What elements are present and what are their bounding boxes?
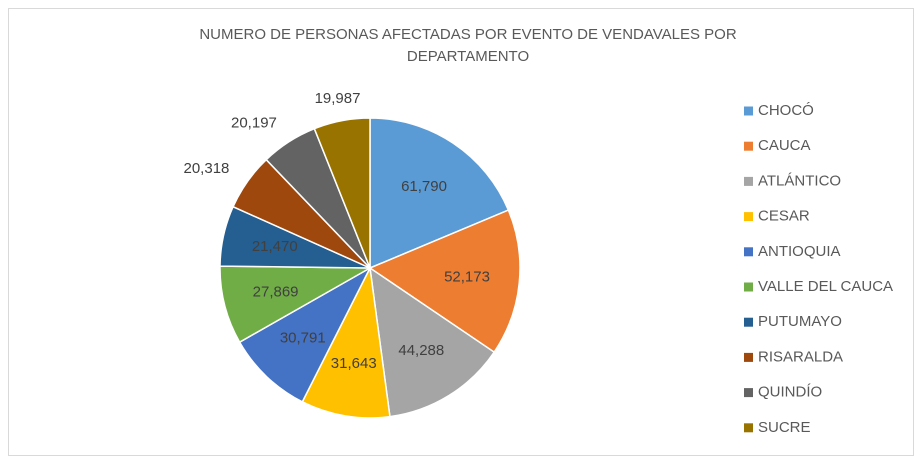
legend-swatch xyxy=(744,352,753,362)
legend-label: ANTIOQUIA xyxy=(758,243,841,260)
legend-swatch xyxy=(744,141,753,151)
legend-label: CHOCÓ xyxy=(758,102,814,119)
data-label: 27,869 xyxy=(253,283,299,300)
chart-frame xyxy=(8,8,914,456)
legend-swatch xyxy=(744,176,753,186)
legend-label: CAUCA xyxy=(758,137,811,154)
pie-slice xyxy=(238,266,372,403)
legend-swatch xyxy=(744,423,753,433)
pie-slice xyxy=(301,265,391,419)
data-label: 20,318 xyxy=(184,160,230,177)
legend-swatch xyxy=(744,388,753,398)
legend-label: SUCRE xyxy=(758,419,811,436)
legend-label: QUINDÍO xyxy=(758,384,822,401)
legend-swatch xyxy=(744,106,753,116)
data-label: 20,197 xyxy=(231,114,277,131)
legend-label: ATLÁNTICO xyxy=(758,172,841,189)
legend-swatch xyxy=(744,247,753,257)
legend-label: PUTUMAYO xyxy=(758,313,842,330)
legend-label: VALLE DEL CAUCA xyxy=(758,278,893,295)
legend-swatch xyxy=(744,212,753,222)
pie-slice xyxy=(368,209,521,354)
legend-swatch xyxy=(744,317,753,327)
data-label: 19,987 xyxy=(315,90,361,107)
chart-title: NUMERO DE PERSONAS AFECTADAS POR EVENTO … xyxy=(199,26,737,65)
pie-slice xyxy=(313,117,371,269)
data-label: 31,643 xyxy=(331,355,377,372)
data-label: 44,288 xyxy=(398,342,444,359)
legend-swatch xyxy=(744,282,753,292)
legend-label: CESAR xyxy=(758,208,810,225)
data-label: 30,791 xyxy=(280,330,326,347)
pie-slice xyxy=(369,117,510,270)
pie-slice xyxy=(369,266,496,418)
legend-label: RISARALDA xyxy=(758,348,843,365)
data-label: 61,790 xyxy=(401,178,447,195)
data-label: 52,173 xyxy=(444,269,490,286)
data-label: 21,470 xyxy=(252,238,298,255)
